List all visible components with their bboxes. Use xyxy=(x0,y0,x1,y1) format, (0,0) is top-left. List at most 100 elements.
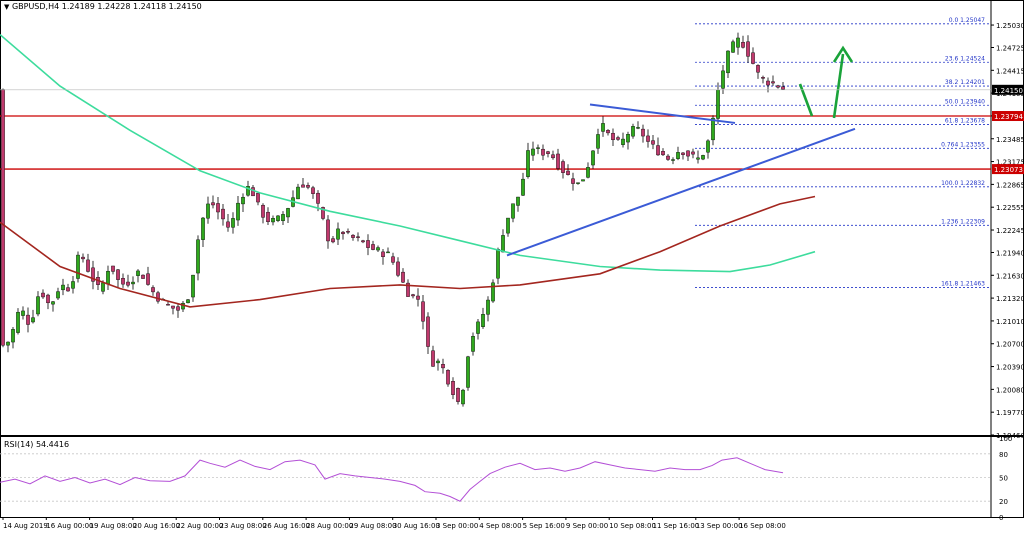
bear-candle xyxy=(771,81,775,84)
y-tick-label: 1.22865 xyxy=(996,181,1024,189)
bear-candle xyxy=(261,204,265,218)
bull-candle xyxy=(101,282,105,292)
x-tick-label: 30 Aug 16:00 xyxy=(393,522,440,530)
bull-candle xyxy=(36,296,40,315)
bear-candle xyxy=(216,203,220,213)
bull-candle xyxy=(736,37,740,48)
bear-candle xyxy=(751,52,755,64)
bear-candle xyxy=(441,364,445,369)
current-price-label: 1.24150 xyxy=(994,87,1023,95)
x-tick-label: 26 Aug 16:00 xyxy=(263,522,310,530)
bull-candle xyxy=(711,117,715,141)
y-tick-label: 1.21010 xyxy=(996,318,1024,326)
bear-candle xyxy=(746,41,750,57)
bear-candle xyxy=(26,314,30,325)
bear-candle xyxy=(316,192,320,204)
bear-candle xyxy=(166,304,170,306)
bull-candle xyxy=(231,218,235,228)
rsi-tick-label: 80 xyxy=(999,451,1008,459)
rsi-tick-label: 20 xyxy=(999,498,1008,506)
bull-candle xyxy=(596,134,600,149)
price-level-label: 1.23073 xyxy=(994,166,1023,174)
bull-candle xyxy=(716,89,720,119)
bear-candle xyxy=(681,152,685,155)
bear-candle xyxy=(391,256,395,263)
bull-candle xyxy=(701,155,705,160)
rsi-line xyxy=(0,457,784,502)
price-level-badge xyxy=(992,164,1024,175)
bull-candle xyxy=(676,152,680,159)
bull-candle xyxy=(136,270,140,276)
y-tick-label: 1.21630 xyxy=(996,272,1024,280)
bear-candle xyxy=(551,154,555,159)
bear-candle xyxy=(176,306,180,311)
bear-candle xyxy=(661,151,665,156)
fib-level-label: 100.0 1.22832 xyxy=(941,180,985,187)
bear-candle xyxy=(111,265,115,272)
bull-candle xyxy=(186,299,190,304)
bull-candle xyxy=(236,202,240,221)
x-tick-label: 29 Aug 08:00 xyxy=(349,522,396,530)
bear-candle xyxy=(351,234,355,238)
bear-candle xyxy=(781,86,785,90)
bull-candle xyxy=(466,356,470,388)
bear-candle xyxy=(571,178,575,184)
x-tick-label: 19 Aug 08:00 xyxy=(90,522,137,530)
bull-candle xyxy=(271,218,275,223)
ma-slow-line xyxy=(0,33,816,273)
bull-candle xyxy=(191,274,195,298)
bull-candle xyxy=(61,284,65,291)
bear-candle xyxy=(431,350,435,367)
bear-candle xyxy=(666,155,670,160)
bear-candle xyxy=(171,305,175,309)
x-tick-label: 11 Sep 16:00 xyxy=(653,522,700,530)
y-tick-label: 1.19460 xyxy=(996,432,1024,440)
x-tick-label: 16 Sep 08:00 xyxy=(739,522,786,530)
bull-candle xyxy=(131,281,135,285)
bear-candle xyxy=(776,85,780,88)
y-tick-label: 1.22245 xyxy=(996,227,1024,235)
bear-candle xyxy=(256,192,260,203)
bull-candle xyxy=(31,317,35,323)
bear-candle xyxy=(341,231,345,235)
x-tick-label: 3 Sep 00:00 xyxy=(436,522,478,530)
bear-candle xyxy=(66,287,70,292)
bear-candle xyxy=(41,292,45,298)
x-tick-label: 23 Aug 08:00 xyxy=(220,522,267,530)
bear-candle xyxy=(691,151,695,155)
bear-candle xyxy=(266,211,270,223)
bull-candle xyxy=(246,186,250,196)
y-tick-label: 1.23175 xyxy=(996,159,1024,167)
bear-candle xyxy=(301,184,305,188)
triangle-down-icon[interactable]: ▼ xyxy=(4,3,10,11)
x-tick-label: 4 Sep 08:00 xyxy=(479,522,521,530)
bear-candle xyxy=(566,170,570,175)
fib-level-label: 50.0 1.23940 xyxy=(945,98,985,105)
bull-candle xyxy=(536,147,540,149)
trendline-resistance xyxy=(589,103,736,124)
ma-fast-line xyxy=(0,195,816,308)
bull-candle xyxy=(621,138,625,145)
bear-candle xyxy=(646,135,650,142)
bull-candle xyxy=(6,341,10,346)
symbol-label: GBPUSD,H4 xyxy=(11,2,60,11)
bear-candle xyxy=(406,282,410,297)
x-tick-label: 16 Aug 00:00 xyxy=(46,522,93,530)
bear-candle xyxy=(141,274,145,279)
y-tick-label: 1.21940 xyxy=(996,249,1024,257)
bear-candle xyxy=(761,77,765,79)
bull-candle xyxy=(76,254,80,279)
x-tick-label: 22 Aug 00:00 xyxy=(176,522,223,530)
bear-candle xyxy=(411,294,415,297)
y-tick-label: 1.20390 xyxy=(996,364,1024,372)
bear-candle xyxy=(116,269,120,280)
y-tick-label: 1.22555 xyxy=(996,204,1024,212)
bull-candle xyxy=(106,270,110,285)
bull-candle xyxy=(56,291,60,299)
high-value: 1.24228 xyxy=(97,2,131,11)
bear-candle xyxy=(686,150,690,157)
low-value: 1.24118 xyxy=(133,2,167,11)
bear-candle xyxy=(401,271,405,283)
